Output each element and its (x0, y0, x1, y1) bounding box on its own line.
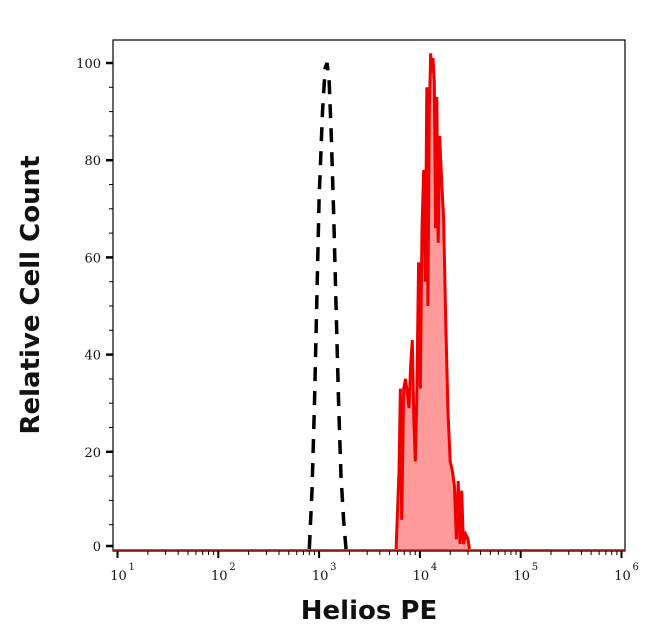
helios-curve (394, 53, 471, 550)
plot-frame (112, 39, 626, 552)
x-tick-exponent: 3 (330, 562, 336, 573)
x-tick-exponent: 4 (431, 562, 437, 573)
x-tick-label: 106 (614, 562, 639, 584)
x-tick-base: 10 (312, 569, 329, 584)
y-axis-title: Relative Cell Count (16, 155, 46, 434)
series-fill-1 (396, 53, 470, 550)
x-tick-base: 10 (110, 569, 127, 584)
x-tick-exponent: 5 (532, 562, 538, 573)
y-tick-label: 100 (76, 57, 101, 72)
series-layer (113, 53, 625, 552)
x-tick-base: 10 (413, 569, 430, 584)
y-tick-label: 20 (84, 446, 101, 461)
x-tick-label: 101 (110, 562, 135, 584)
x-tick-exponent: 1 (129, 562, 135, 573)
y-axis: 0 20 40 60 80 100 (76, 57, 113, 555)
control-curve (307, 62, 348, 550)
x-tick-exponent: 2 (229, 562, 235, 573)
x-tick-label: 103 (312, 562, 337, 584)
x-tick-base: 10 (614, 569, 631, 584)
x-tick-exponent: 6 (633, 562, 639, 573)
y-tick-label: 60 (84, 251, 101, 266)
x-axis-title: Helios PE (301, 596, 437, 626)
y-tick-label: 0 (93, 540, 101, 555)
x-tick-base: 10 (211, 569, 228, 584)
x-tick-label: 105 (513, 562, 538, 584)
x-tick-label: 102 (211, 562, 236, 584)
y-tick-label: 80 (84, 154, 101, 169)
x-tick-label: 104 (413, 562, 438, 584)
x-tick-base: 10 (513, 569, 530, 584)
y-tick-label: 40 (84, 349, 101, 364)
